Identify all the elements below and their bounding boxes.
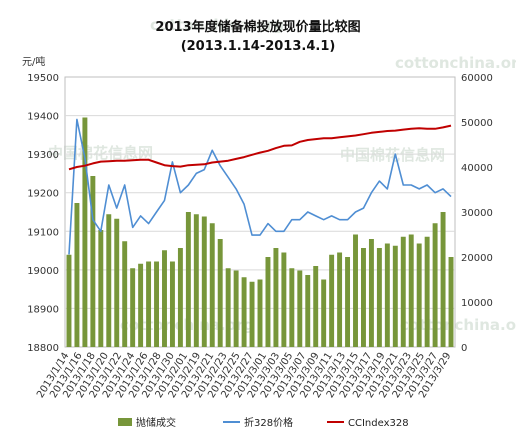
bar-series [66,117,454,347]
bar [289,268,295,347]
left-axis: 19500 19400 19300 19200 19100 19000 18900 18800 [27,73,59,354]
x-axis: 2013/1/142013/1/162013/1/182013/1/202013… [35,351,454,400]
bar [249,281,255,347]
bar [154,261,159,347]
bar [201,216,207,347]
right-tick-label: 0 [461,343,467,354]
bar [177,248,183,347]
right-tick-label: 10000 [461,298,493,309]
legend-label: 抛储成交 [136,416,176,429]
left-tick-label: 18900 [27,304,59,315]
line-series [68,118,452,255]
bar [146,261,152,347]
bar [185,212,191,347]
bar [114,218,120,347]
bar [400,236,406,347]
watermark-text: 中国棉花信息网 [340,146,445,164]
bar [265,257,271,347]
legend-label: CCIndex328 [348,418,409,429]
bar [98,230,104,347]
right-tick-label: 50000 [461,118,493,129]
left-tick-label: 19400 [27,112,59,123]
bar [257,279,263,347]
bar [337,252,343,347]
legend: 抛储成交 折328价格 CCIndex328 [118,416,409,429]
left-tick-label: 19100 [27,227,59,238]
bar [66,254,72,347]
bar [169,261,175,347]
bar [241,277,247,347]
bar [233,270,239,347]
bar [313,266,319,347]
bar [90,176,96,347]
bar [384,243,390,347]
bar [432,223,438,347]
bar [74,203,80,347]
bar [408,234,414,347]
bar [106,214,112,347]
right-tick-label: 20000 [461,253,493,264]
bar [321,279,327,347]
bar [162,250,167,347]
bar [122,241,128,347]
legend-swatch-bar [118,418,132,426]
bar [138,263,144,347]
chart-subtitle: (2013.1.14-2013.4.1) [181,39,336,54]
bar [448,257,454,347]
legend-label: 折328价格 [244,416,293,429]
bar [329,254,335,347]
watermark-text: cottonchina.org [395,54,516,72]
grid-lines [65,115,455,309]
bar [424,236,430,347]
ccindex-line [68,124,452,171]
bar [440,212,446,347]
bar [82,117,88,347]
right-axis: 60000 50000 40000 30000 20000 10000 0 [461,73,493,354]
left-tick-label: 19000 [27,266,59,277]
price-line [68,118,452,255]
left-tick-label: 19200 [27,189,59,200]
bar [281,252,287,347]
chart-title: 2013年度储备棉投放现价量比较图 [155,19,360,35]
bar [305,275,311,347]
bar [217,239,223,347]
bar [297,270,303,347]
left-axis-unit: 元/吨 [22,55,45,68]
bar [225,268,231,347]
left-tick-label: 18800 [27,343,59,354]
right-tick-label: 30000 [461,208,493,219]
bar [273,248,279,347]
left-tick-label: 19500 [27,73,59,84]
bar [392,245,398,347]
right-tick-label: 60000 [461,73,493,84]
bar [193,214,199,347]
watermark-text: cottonchina.org [150,16,284,34]
bar [209,223,215,347]
left-tick-label: 19300 [27,150,59,161]
bar [376,248,382,347]
bar [416,243,422,347]
bar [361,248,366,347]
bar [345,257,351,347]
bar [353,234,358,347]
right-tick-label: 40000 [461,163,493,174]
bar [368,239,374,347]
bar [130,268,136,347]
